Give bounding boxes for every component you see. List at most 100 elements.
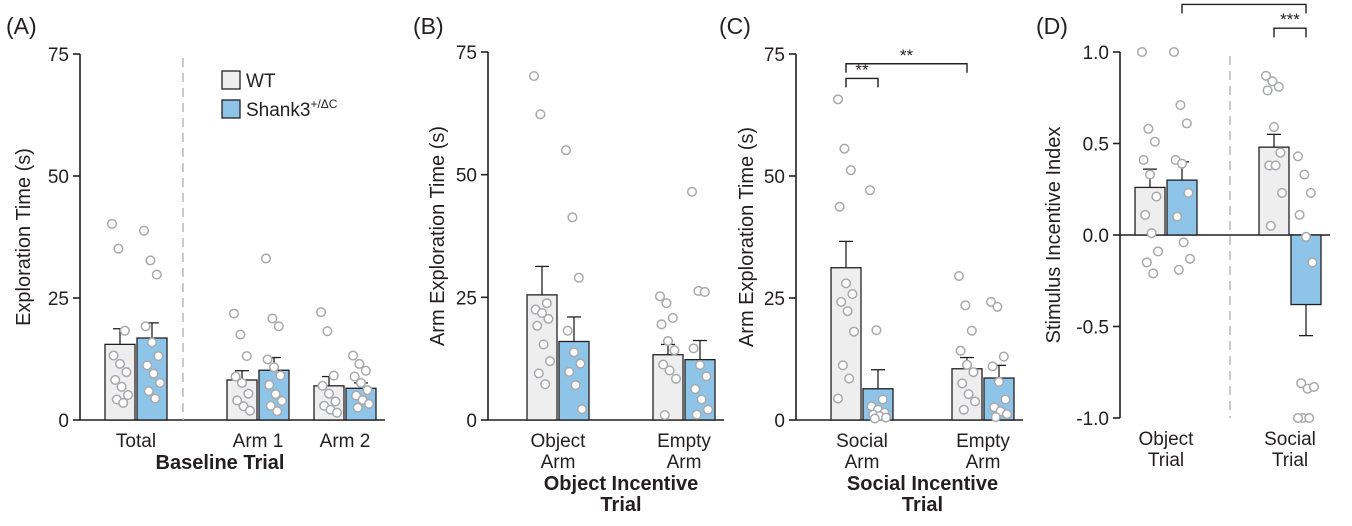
data-point [840,278,852,289]
data-point [661,298,672,309]
data-point [544,356,556,367]
data-point [1144,169,1156,180]
data-point [877,394,888,405]
data-point [1267,76,1278,87]
data-point [966,325,977,336]
data-point [108,350,119,361]
data-point [317,380,328,391]
data-point [236,377,248,388]
x-axis-title: Social Incentive [847,473,998,495]
data-point [560,145,572,156]
data-point [260,253,272,264]
data-point [113,243,124,254]
data-point [670,373,682,384]
data-point [1000,394,1011,405]
data-point [686,186,698,197]
data-point [961,359,973,370]
data-point [656,319,667,330]
data-point [690,384,701,395]
panel-label: (D) [1036,13,1068,39]
data-point [659,410,670,421]
data-point [1268,121,1280,133]
data-point [228,308,240,319]
data-point [1292,412,1304,424]
data-point [148,368,159,379]
x-axis-title: Trial [600,494,641,516]
data-point [276,395,288,407]
data-point [114,358,126,369]
data-point [1148,268,1159,279]
data-point [153,351,164,362]
y-tick-label: 25 [456,288,477,309]
data-point [1184,253,1196,264]
significance-label: ** [900,46,914,65]
data-point [990,412,1001,423]
data-point [540,379,551,390]
x-tick-label: Arm [845,452,880,473]
data-point [543,313,554,324]
y-tick-label: -1.0 [1076,409,1109,430]
data-point [1262,85,1273,96]
data-point [528,70,540,82]
data-point [953,270,965,282]
data-point [847,289,858,300]
data-point [576,404,588,415]
data-point [349,371,360,382]
x-axis-title: Trial [902,494,943,516]
x-tick-label: Arm 1 [233,431,284,452]
data-point [1151,191,1162,202]
data-point [688,343,699,354]
y-tick-label: 50 [764,167,785,188]
shank3-bar [1290,234,1322,306]
data-point [1276,187,1288,198]
x-tick-label: Social [1264,429,1316,450]
y-axis-label: Arm Exploration Time (s) [427,126,449,346]
data-point [241,351,252,362]
data-point [664,365,675,376]
data-point [328,370,339,381]
y-tick-label: 0.5 [1083,135,1109,156]
panel-a: (A) 0 25 50 75 Exploration Time (s) Total Arm 1… [6,13,385,474]
data-point [1143,123,1154,134]
panel-c: (C) 0 25 50 75 Arm Exploration Time (s) Social… [719,13,1023,516]
data-point [836,296,847,307]
significance-bracket [845,63,968,73]
data-point [880,412,892,423]
data-point [538,339,549,350]
data-point [106,218,118,229]
significance-bracket [1181,3,1307,14]
x-tick-label: Social [836,431,888,452]
data-point [869,413,880,424]
data-point [960,300,971,311]
data-point [323,388,335,399]
y-tick-label: -0.5 [1076,318,1109,339]
data-point [1152,246,1164,257]
data-point [1292,151,1304,162]
data-point [845,165,856,176]
data-point [987,361,998,372]
data-point [354,358,365,369]
panel-d: (D) -1.0 -0.5 0.0 0.5 1.0 Stimulus Incentive I… [1036,0,1330,471]
data-point [110,374,121,386]
y-tick-label: 0 [774,411,785,432]
x-tick-label: Object [531,431,587,452]
data-point [992,301,1003,312]
data-point [331,407,343,418]
significance-label: ** [1237,0,1251,5]
data-point [119,325,130,336]
y-axis-label: Stimulus Incentive Index [1043,127,1065,344]
data-point [1304,412,1315,424]
data-point [145,255,156,266]
significance-bracket [845,77,879,88]
data-point [235,329,246,340]
x-tick-label: Object [1139,429,1195,450]
data-point [243,388,254,399]
data-point [532,320,543,331]
data-point [536,307,548,319]
data-point [1149,136,1160,147]
x-tick-label: Empty [956,431,1010,452]
legend-swatch-shank3 [221,99,241,119]
x-tick-label: Total [116,431,156,452]
data-point [844,373,855,384]
data-point [363,398,375,409]
